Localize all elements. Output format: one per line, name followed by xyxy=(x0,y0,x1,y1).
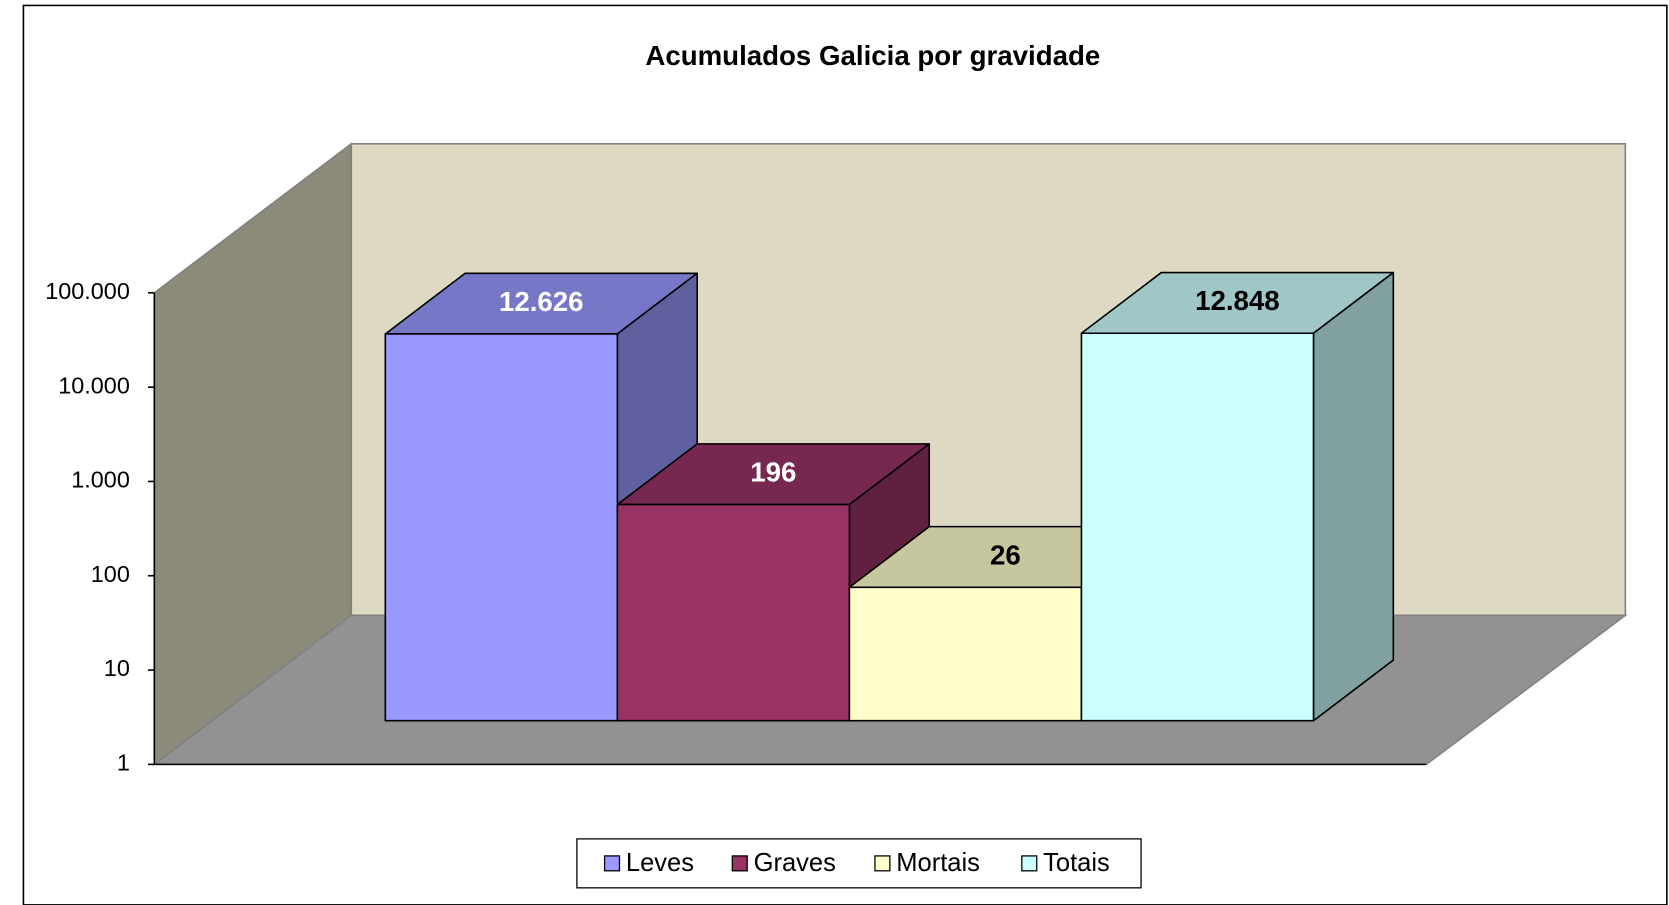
bar xyxy=(384,333,619,722)
legend-label: Graves xyxy=(754,849,836,877)
y-tick-label: 10.000 xyxy=(58,372,130,398)
chart-title: Acumulados Galicia por gravidade xyxy=(645,40,1100,71)
data-label: 26 xyxy=(990,539,1021,570)
legend-swatch xyxy=(1021,855,1038,872)
legend-label: Leves xyxy=(626,849,694,877)
y-tick-label: 100 xyxy=(91,561,130,587)
legend xyxy=(576,838,1142,889)
y-tick-label: 1 xyxy=(117,750,130,776)
y-tick-label: 100.000 xyxy=(45,278,130,304)
data-label: 12.848 xyxy=(1195,285,1280,316)
bar xyxy=(848,586,1083,722)
y-tick-label: 1.000 xyxy=(71,467,130,493)
data-label: 12.626 xyxy=(499,286,584,317)
legend-label: Mortais xyxy=(896,849,980,877)
legend-swatch xyxy=(603,855,621,872)
data-label: 196 xyxy=(750,457,796,488)
legend-swatch xyxy=(731,855,748,872)
y-tick-label: 10 xyxy=(104,655,130,681)
bar xyxy=(1080,332,1315,722)
bar-side xyxy=(1312,271,1395,722)
legend-label: Totais xyxy=(1043,849,1110,877)
legend-swatch xyxy=(874,855,891,872)
bar xyxy=(616,503,851,722)
